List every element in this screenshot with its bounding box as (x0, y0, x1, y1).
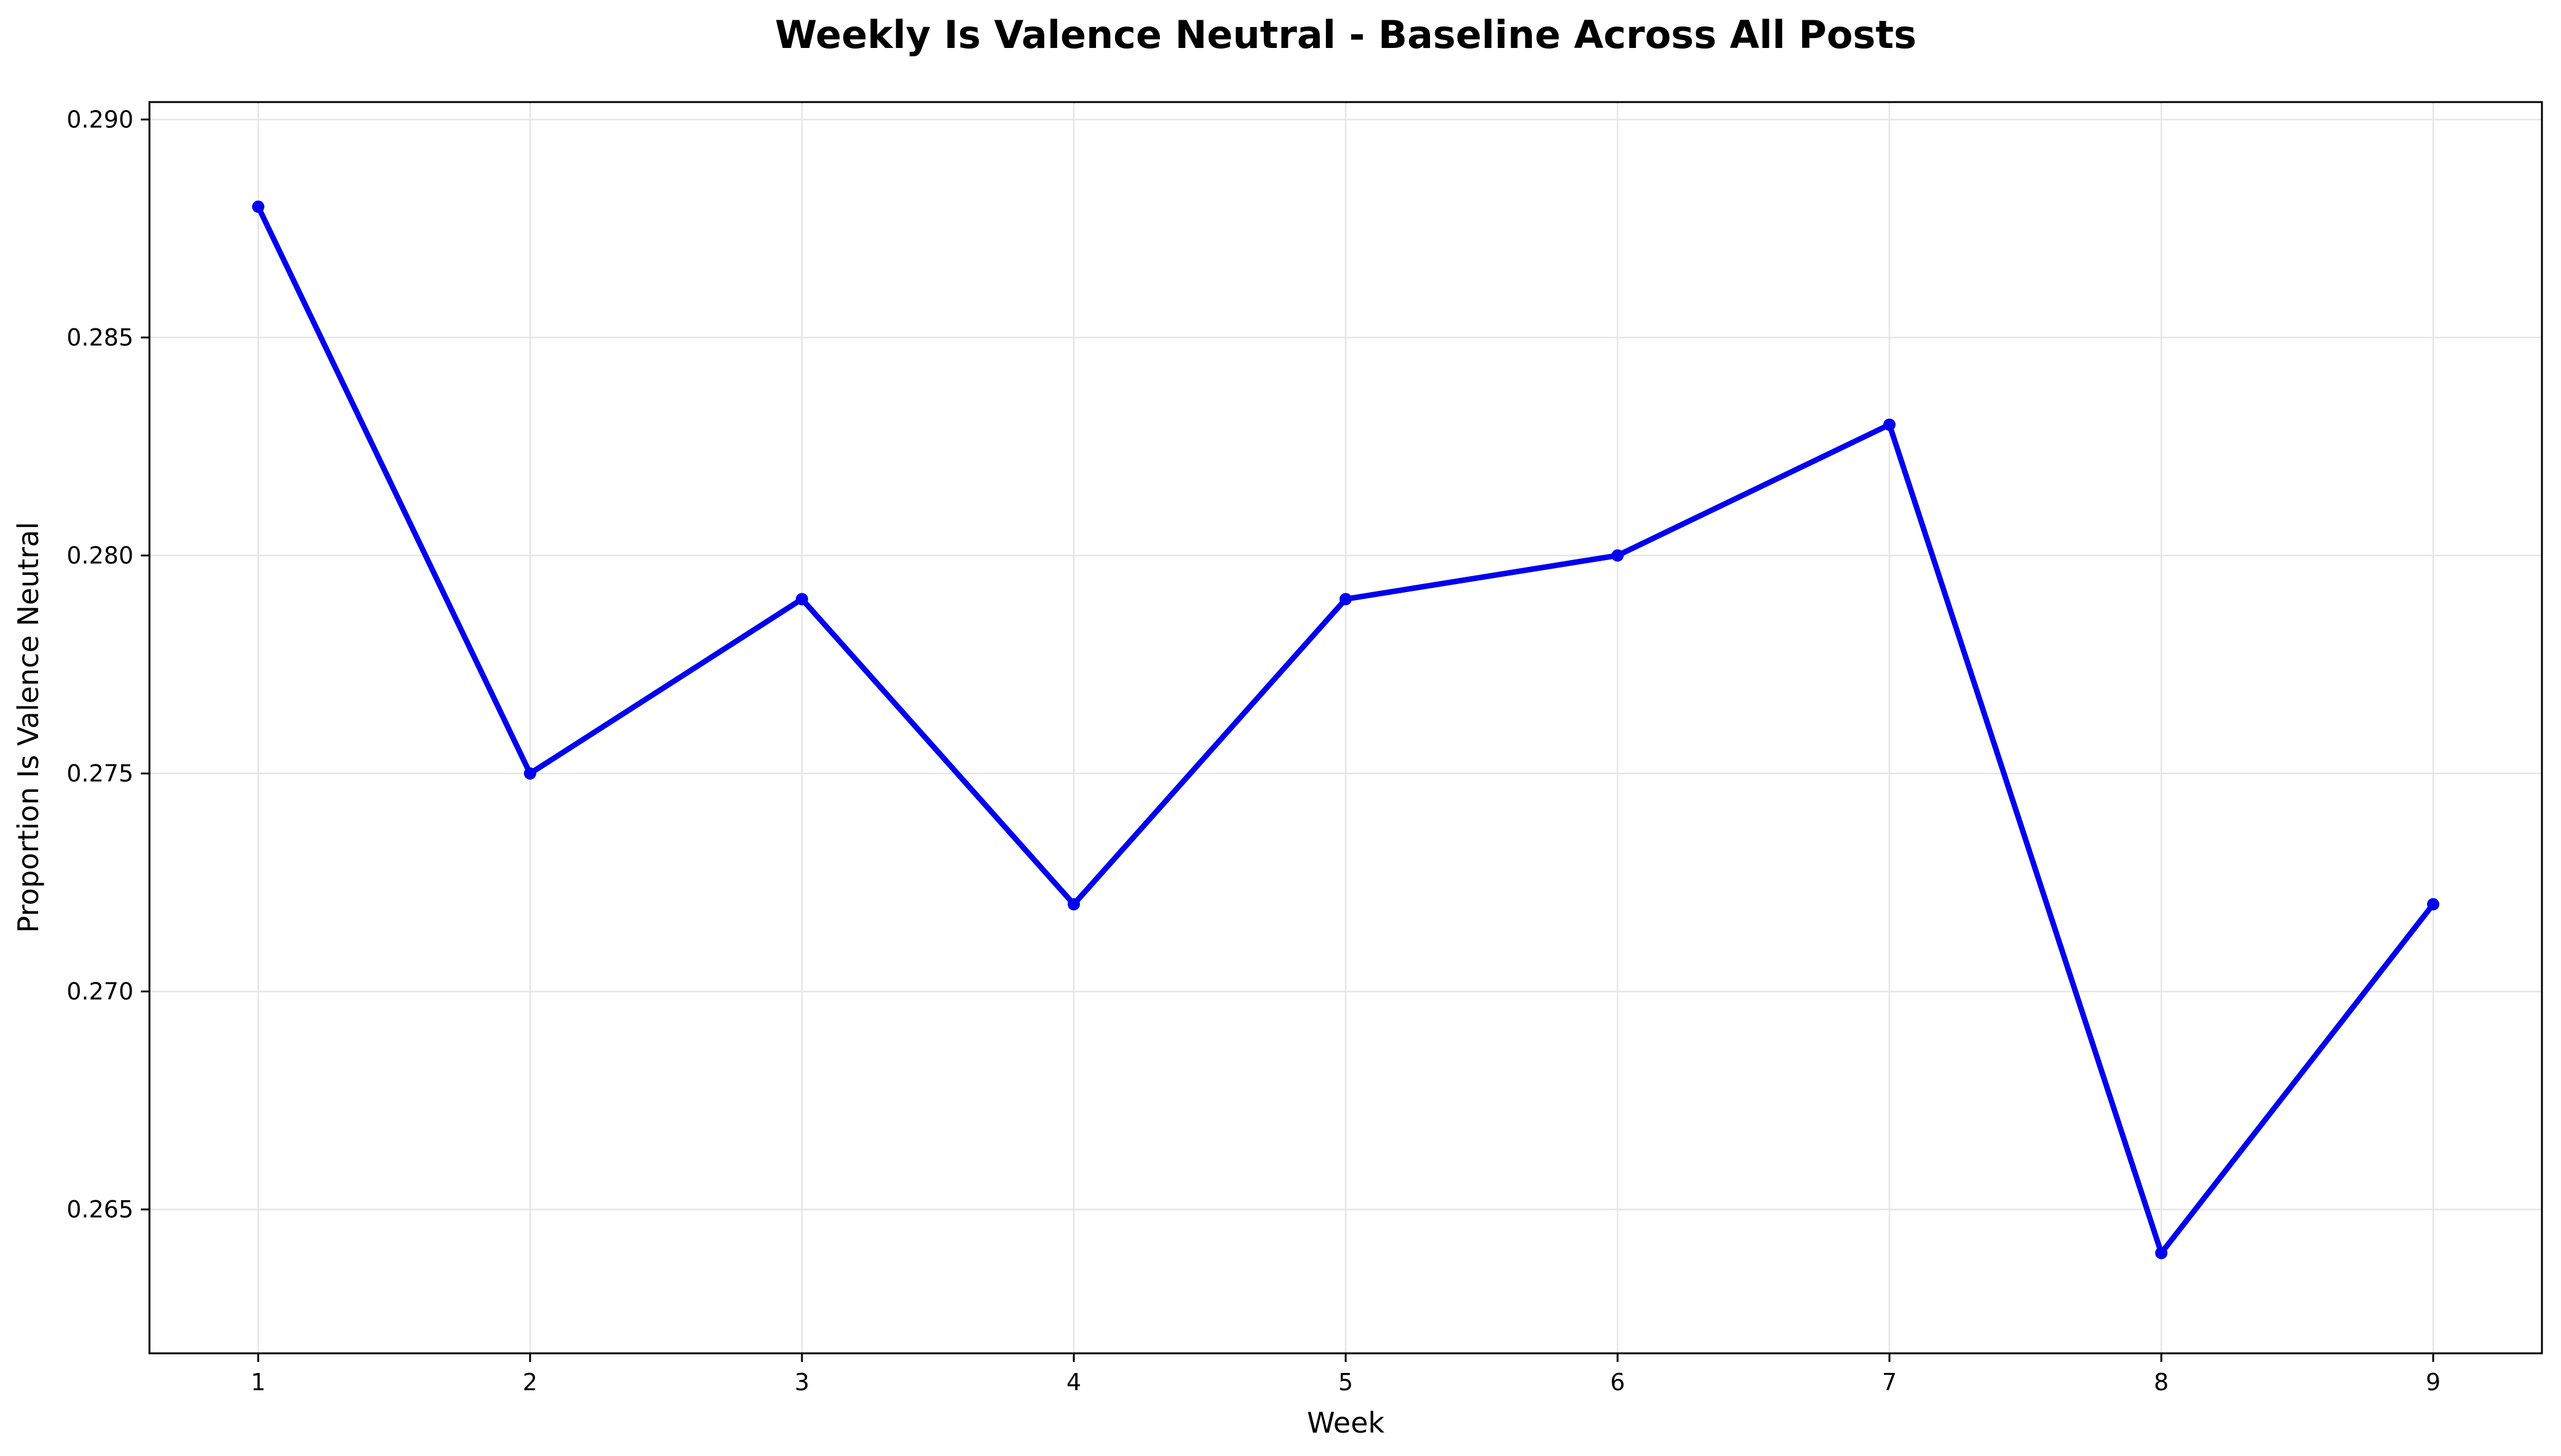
data-point (1883, 418, 1896, 431)
ticks: 1 2 3 4 5 6 7 8 9 0.265 0.270 0.275 0.280 0.285 0.290 (66, 106, 2440, 1396)
data-point (523, 767, 536, 780)
x-tick-label: 3 (795, 1369, 809, 1396)
x-tick-label: 5 (1338, 1369, 1353, 1396)
data-point (2155, 1246, 2168, 1259)
data-point (795, 593, 808, 606)
grid (149, 102, 2542, 1353)
x-tick-label: 6 (1610, 1369, 1625, 1396)
x-tick-label: 7 (1882, 1369, 1897, 1396)
x-axis-label: Week (1307, 1406, 1384, 1439)
y-axis-label: Proportion Is Valence Neutral (12, 522, 45, 933)
data-point (252, 200, 264, 213)
data-point (1340, 593, 1352, 606)
x-tick-label: 1 (251, 1369, 266, 1396)
y-tick-label: 0.270 (66, 978, 133, 1005)
x-tick-label: 8 (2154, 1369, 2169, 1396)
data-point (2427, 898, 2440, 911)
y-tick-label: 0.275 (66, 760, 133, 787)
data-point (1611, 549, 1624, 562)
y-tick-label: 0.280 (66, 542, 133, 569)
x-tick-label: 9 (2426, 1369, 2440, 1396)
chart-title: Weekly Is Valence Neutral - Baseline Acr… (775, 12, 1916, 57)
x-tick-label: 4 (1066, 1369, 1081, 1396)
y-tick-label: 0.285 (66, 324, 133, 351)
plot-frame (148, 101, 2543, 1355)
series (252, 200, 2440, 1259)
y-tick-label: 0.265 (66, 1196, 133, 1223)
data-point (1067, 898, 1080, 911)
y-tick-label: 0.290 (66, 106, 133, 133)
x-tick-label: 2 (523, 1369, 538, 1396)
